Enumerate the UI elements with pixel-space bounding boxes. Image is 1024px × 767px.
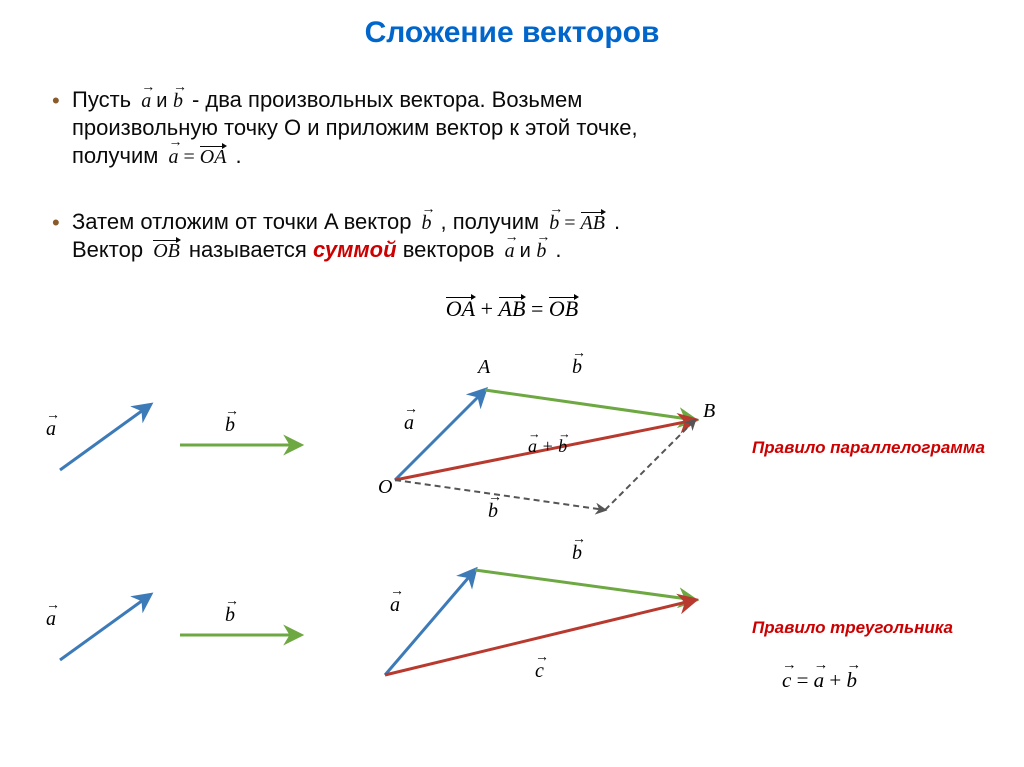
bullet-2: Затем отложим от точки A вектор b , полу… [72,208,984,264]
eq2-AB: AB [581,211,605,236]
eq-AB: AB [499,296,526,322]
para-a-label: a [404,412,414,435]
pair2-a-label: a [46,608,56,631]
b2-l1-c: . [614,209,620,234]
vec-b-inline: b [173,89,183,114]
tri-c-label: c [535,660,544,683]
b2-l1-a: Затем отложим от точки A вектор [72,209,418,234]
eq-OB: OB [549,296,578,322]
b1-l2: произвольную точку O и приложим вектор к… [72,114,984,142]
diagram-triangle [355,540,715,710]
para-O-label: O [378,476,392,499]
vec-a-inline: a [141,89,151,114]
tri-b-label: b [572,542,582,565]
b2-l1-b: , получим [441,209,546,234]
para-b2-label: b [488,500,498,523]
pair2-b-label: b [225,604,235,627]
diagram-pair1 [40,390,320,490]
sum-word: суммой [313,237,397,262]
eq1-a: a [169,145,179,170]
para-b-label: b [572,356,582,379]
b1-l3-b: . [235,143,241,168]
eq-OA: OA [446,296,475,322]
center-eq: OA + AB = OB [0,296,1024,322]
b1-l1-b: - два произвольных вектора. Возьмем [192,87,582,112]
b1-l1-a: Пусть [72,87,131,112]
eq2-b: b [549,211,559,236]
bullet-1: Пусть a и b - два произвольных вектора. … [72,86,984,170]
para-B-label: B [703,400,715,423]
b2-vec-b: b [422,211,432,236]
and-word: и [156,90,173,112]
para-vec-b-top [485,390,695,420]
b2-l2-b: называется [189,237,313,262]
diagram-pair2 [40,580,320,680]
b2-l2-d: . [555,237,561,262]
para-dash-a [605,420,695,510]
pair1-a-label: a [46,418,56,441]
tri-vec-b [475,570,695,600]
b2-vec-b2: b [536,239,546,264]
b2-l2-c: векторов [403,237,501,262]
tri-a-label: a [390,594,400,617]
b2-vec-a: a [505,239,515,264]
rule-triangle: Правило треугольника [752,618,953,638]
para-A-label: A [478,356,490,379]
b2-l2-a: Вектор [72,237,149,262]
tri-eq: c = a + b [782,668,857,693]
page-title: Сложение векторов [0,16,1024,50]
b2-OB: OB [153,239,180,264]
pair1-b-label: b [225,414,235,437]
eq1-OA: OA [200,145,227,170]
pair1-vec-a [60,405,150,470]
pair2-vec-a [60,595,150,660]
rule-parallelogram: Правило параллелограмма [752,438,985,458]
and-word2: и [520,240,537,262]
b1-l3-a: получим [72,143,165,168]
para-apb-label: a + b [528,436,567,457]
